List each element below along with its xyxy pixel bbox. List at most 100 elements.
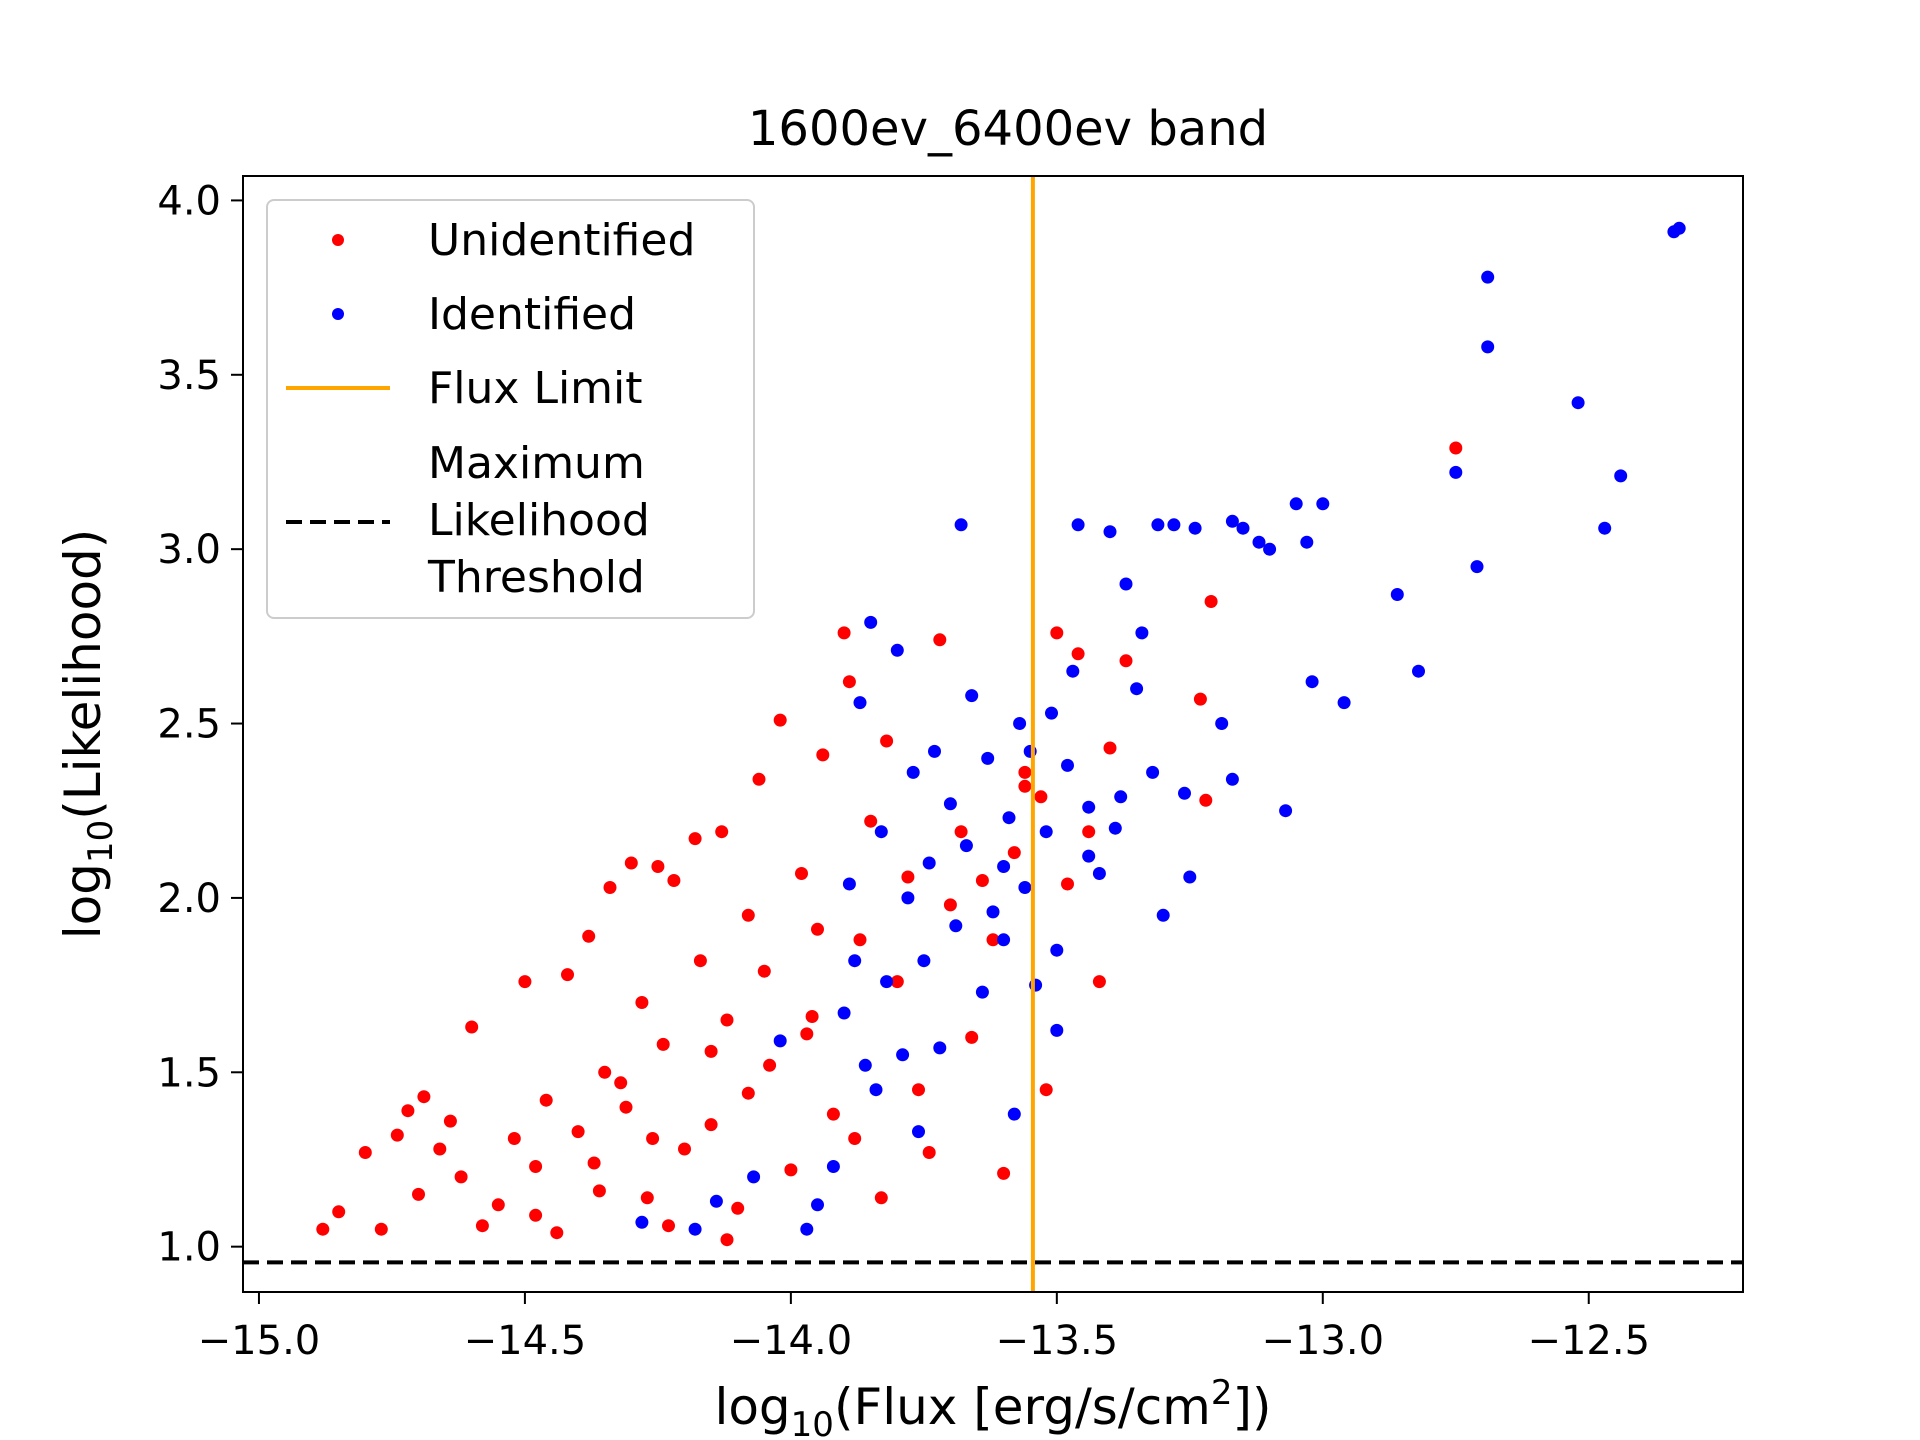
data-point-identified (1225, 772, 1239, 786)
data-point-unidentified (1034, 790, 1048, 804)
data-point-identified (1183, 870, 1197, 884)
data-point-unidentified (374, 1222, 388, 1236)
x-tick-label: −12.5 (1527, 1318, 1650, 1364)
data-point-identified (1018, 881, 1032, 894)
data-point-unidentified (1193, 692, 1207, 706)
data-point-identified (933, 1041, 947, 1055)
data-point-identified (1146, 765, 1160, 779)
data-point-identified (1316, 497, 1330, 511)
data-point-identified (1007, 1107, 1021, 1121)
data-point-identified (997, 933, 1011, 947)
x-tick-label: −15.0 (198, 1318, 321, 1364)
data-point-identified (1178, 786, 1191, 800)
data-point-identified (975, 985, 989, 999)
data-point-unidentified (864, 814, 878, 828)
data-point-unidentified (912, 1083, 925, 1097)
data-point-identified (1039, 825, 1053, 839)
data-point-unidentified (454, 1170, 468, 1184)
data-point-unidentified (491, 1198, 505, 1212)
data-point-unidentified (603, 881, 617, 894)
ticks-layer: −15.0 −14.5 −14.0 −13.5 −13.0 −12.5 1.0 1.5 2.0 2… (157, 178, 1650, 1364)
data-point-identified (917, 954, 931, 968)
data-point-identified (906, 765, 920, 779)
data-point-unidentified (1199, 793, 1213, 807)
data-point-unidentified (614, 1076, 628, 1090)
data-point-identified (912, 1125, 925, 1139)
data-point-unidentified (640, 1191, 654, 1205)
x-tick-label: −13.5 (996, 1318, 1119, 1364)
data-point-unidentified (539, 1093, 553, 1107)
data-point-unidentified (571, 1125, 585, 1139)
data-point-identified (1236, 521, 1250, 535)
data-point-unidentified (1449, 441, 1463, 455)
data-point-identified (943, 797, 957, 811)
data-point-identified (869, 1083, 883, 1097)
data-point-identified (842, 877, 856, 891)
data-point-unidentified (922, 1146, 936, 1159)
data-point-identified (1108, 821, 1122, 835)
data-point-identified (1390, 588, 1404, 601)
data-point-identified (1305, 675, 1319, 689)
data-point-unidentified (715, 825, 729, 839)
data-point-identified (1614, 469, 1628, 483)
data-point-unidentified (741, 1086, 755, 1100)
data-point-unidentified (465, 1020, 479, 1034)
data-point-identified (1045, 706, 1058, 720)
data-point-identified (1082, 849, 1096, 863)
y-tick-label: 1.0 (157, 1225, 221, 1271)
data-point-unidentified (1007, 846, 1021, 860)
data-point-identified (1103, 525, 1117, 539)
data-point-unidentified (954, 825, 968, 839)
data-point-identified (1119, 577, 1133, 591)
y-tick-label: 2.5 (157, 702, 221, 748)
data-point-identified (1449, 465, 1463, 479)
data-point-unidentified (1204, 595, 1218, 608)
legend-marker-unidentified (332, 234, 344, 246)
data-point-unidentified (619, 1100, 633, 1114)
data-point-unidentified (757, 964, 771, 978)
points-layer (316, 221, 1686, 1247)
data-point-unidentified (800, 1027, 814, 1041)
data-point-identified (800, 1222, 814, 1236)
data-point-identified (1667, 225, 1681, 239)
data-point-unidentified (390, 1128, 404, 1142)
data-point-unidentified (997, 1166, 1011, 1180)
data-point-identified (959, 839, 973, 853)
data-point-unidentified (842, 675, 856, 689)
data-point-identified (1300, 535, 1314, 549)
data-point-identified (635, 1215, 649, 1229)
data-point-unidentified (529, 1160, 543, 1173)
data-point-identified (1279, 804, 1293, 818)
data-point-identified (1002, 811, 1016, 825)
data-point-identified (1263, 542, 1277, 556)
data-point-identified (922, 856, 936, 870)
data-point-unidentified (704, 1118, 718, 1132)
data-point-unidentified (417, 1090, 431, 1104)
data-point-identified (1598, 521, 1612, 535)
data-point-identified (986, 905, 1000, 919)
data-point-unidentified (1018, 765, 1032, 779)
data-point-identified (1481, 270, 1495, 284)
data-point-identified (1050, 943, 1064, 957)
data-point-unidentified (443, 1114, 457, 1128)
data-point-identified (773, 1034, 787, 1048)
data-point-identified (848, 954, 862, 968)
data-point-identified (896, 1048, 910, 1062)
x-tick-label: −14.0 (730, 1318, 853, 1364)
data-point-unidentified (332, 1205, 346, 1219)
data-point-identified (1013, 717, 1027, 730)
data-point-unidentified (933, 633, 947, 647)
data-point-unidentified (1103, 741, 1117, 755)
data-point-identified (1151, 518, 1165, 532)
data-point-unidentified (943, 898, 957, 912)
data-point-identified (1066, 664, 1080, 678)
data-point-identified (747, 1170, 761, 1184)
data-point-identified (1252, 535, 1266, 549)
data-point-unidentified (507, 1132, 521, 1145)
data-point-unidentified (635, 996, 649, 1009)
data-point-identified (1071, 518, 1085, 532)
y-axis-label: log10(Likelihood) (54, 529, 121, 940)
data-point-unidentified (752, 772, 766, 786)
data-point-unidentified (651, 860, 665, 873)
